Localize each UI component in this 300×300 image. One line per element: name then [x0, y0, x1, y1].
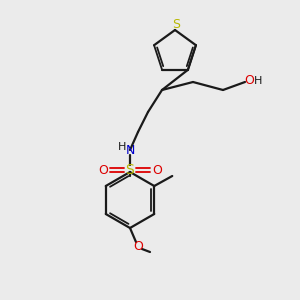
Text: H: H — [118, 142, 126, 152]
Text: S: S — [126, 163, 134, 177]
Text: S: S — [172, 19, 180, 32]
Text: H: H — [254, 76, 262, 86]
Text: O: O — [244, 74, 254, 88]
Text: N: N — [125, 143, 135, 157]
Text: O: O — [98, 164, 108, 176]
Text: O: O — [133, 239, 143, 253]
Text: O: O — [152, 164, 162, 176]
